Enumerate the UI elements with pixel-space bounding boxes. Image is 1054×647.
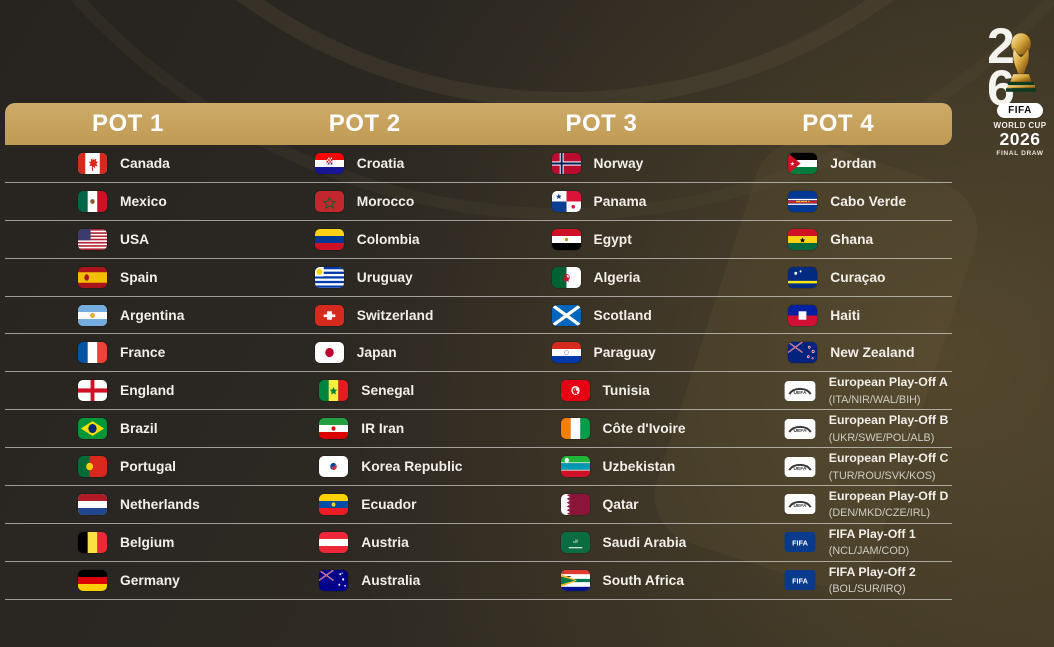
svg-text:الله: الله [572,538,578,543]
svg-text:FIFA: FIFA [792,577,809,586]
svg-text:UEFA: UEFA [793,390,807,396]
svg-text:UEFA: UEFA [793,466,807,472]
svg-text:FIFA: FIFA [792,539,809,548]
svg-text:UEFA: UEFA [793,428,807,434]
svg-text:UEFA: UEFA [793,504,807,510]
